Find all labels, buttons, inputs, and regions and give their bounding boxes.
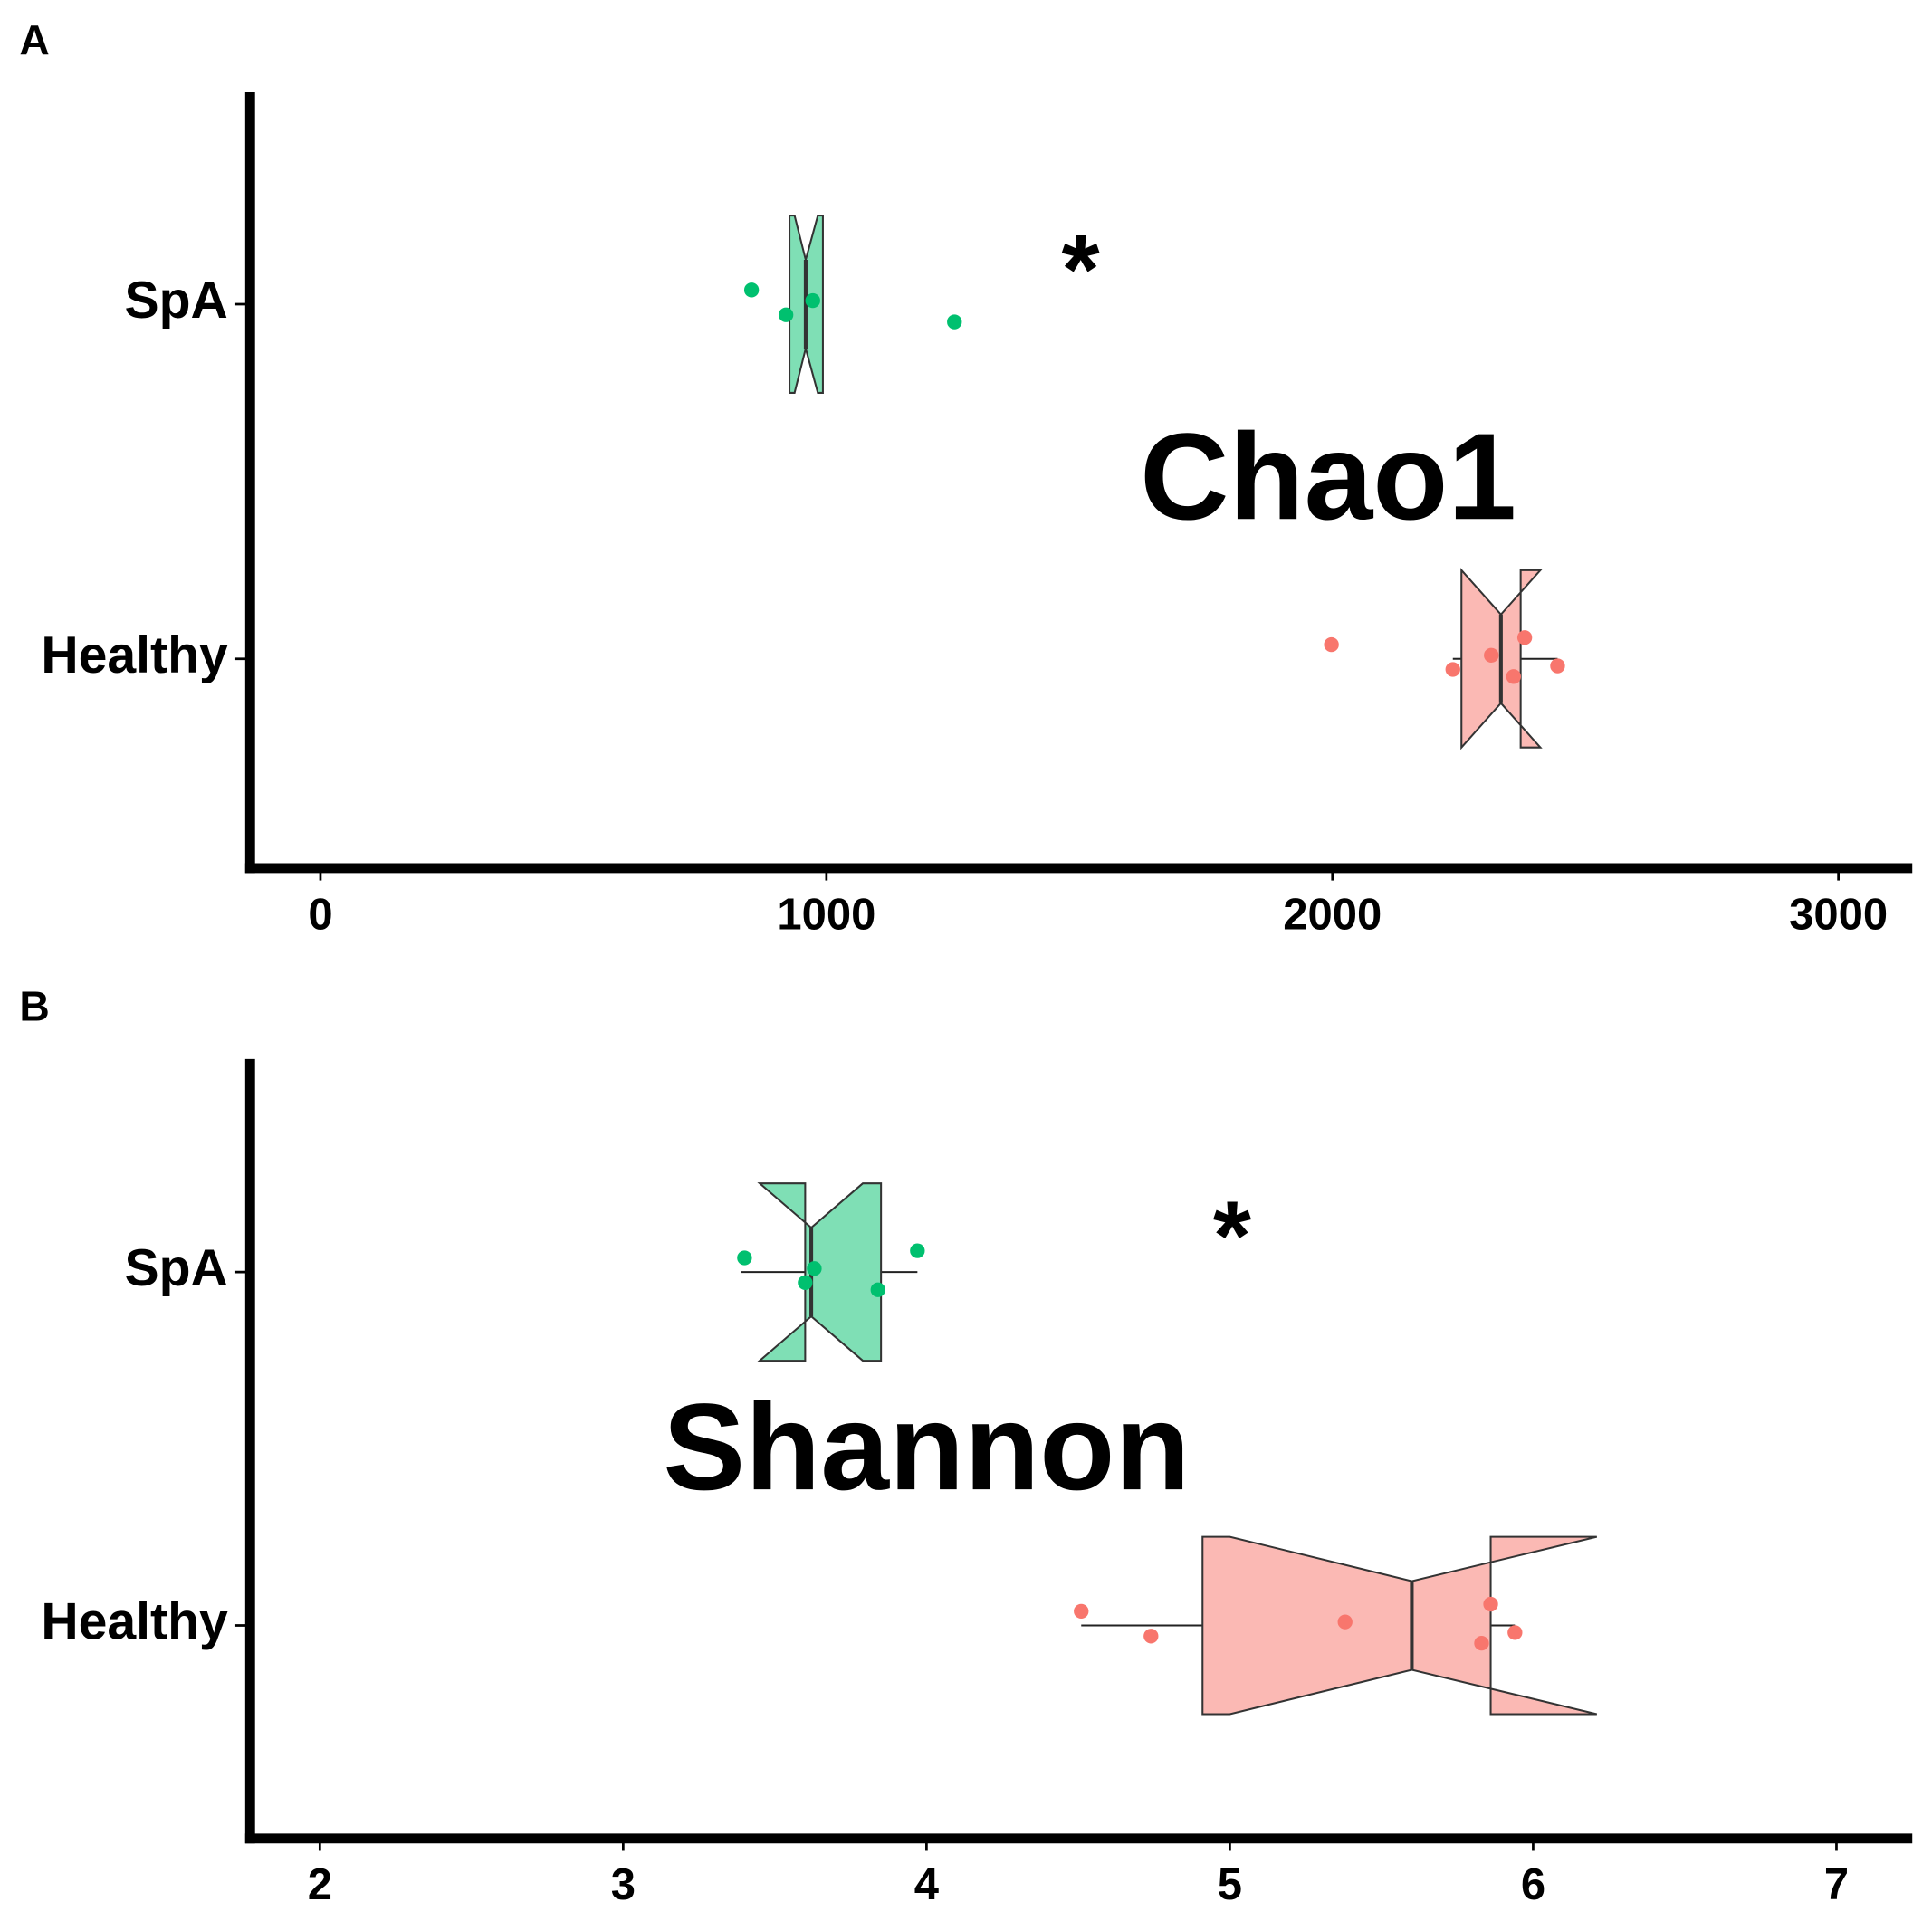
box (1201, 1535, 1598, 1716)
point (1143, 1629, 1159, 1644)
point (807, 1261, 822, 1276)
point (1324, 636, 1339, 653)
panel-label: A (19, 16, 49, 63)
point (1484, 647, 1499, 663)
point (778, 307, 794, 322)
x-tick-label: 2 (308, 1860, 332, 1909)
y-tick-label: Healthy (41, 626, 228, 684)
panel-label: B (19, 983, 49, 1030)
point (1550, 658, 1565, 674)
y-tick-label: SpA (124, 272, 227, 330)
point (1337, 1614, 1353, 1630)
x-tick-label: 7 (1824, 1860, 1849, 1909)
point (1445, 662, 1460, 677)
annotation: * (1213, 1181, 1252, 1292)
x-tick-label: 6 (1521, 1860, 1545, 1909)
x-tick-label: 1000 (777, 890, 875, 939)
x-tick-label: 0 (308, 890, 332, 939)
x-tick-label: 2000 (1283, 890, 1382, 939)
point (870, 1282, 885, 1297)
x-tick-label: 3 (611, 1860, 636, 1909)
point (805, 292, 820, 309)
point (1074, 1603, 1089, 1620)
annotation: * (1061, 215, 1100, 325)
point (1516, 630, 1533, 645)
point (1483, 1596, 1498, 1612)
point (798, 1275, 813, 1291)
point (743, 282, 760, 298)
point (910, 1243, 925, 1258)
x-tick-label: 4 (914, 1860, 939, 1909)
x-tick-label: 5 (1218, 1860, 1242, 1909)
point (737, 1250, 752, 1266)
point (1506, 669, 1521, 684)
point (1474, 1635, 1489, 1651)
x-tick-label: 3000 (1789, 890, 1888, 939)
annotation: Chao1 (1140, 407, 1516, 545)
annotation: Shannon (663, 1378, 1190, 1515)
y-tick-label: SpA (124, 1239, 227, 1297)
y-tick-label: Healthy (41, 1593, 228, 1651)
point (947, 314, 962, 330)
point (1507, 1625, 1523, 1640)
